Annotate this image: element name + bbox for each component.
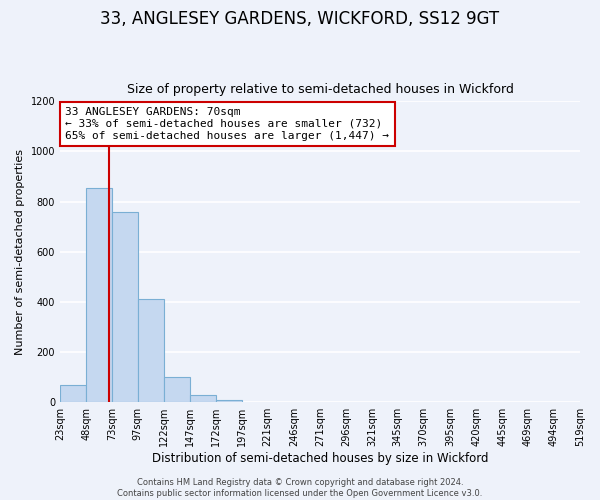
Text: 33, ANGLESEY GARDENS, WICKFORD, SS12 9GT: 33, ANGLESEY GARDENS, WICKFORD, SS12 9GT <box>100 10 500 28</box>
Bar <box>112 212 137 402</box>
X-axis label: Distribution of semi-detached houses by size in Wickford: Distribution of semi-detached houses by … <box>152 452 488 465</box>
Bar <box>216 400 242 402</box>
Bar <box>164 377 190 402</box>
Bar <box>137 300 164 402</box>
Title: Size of property relative to semi-detached houses in Wickford: Size of property relative to semi-detach… <box>127 83 514 96</box>
Text: Contains HM Land Registry data © Crown copyright and database right 2024.
Contai: Contains HM Land Registry data © Crown c… <box>118 478 482 498</box>
Bar <box>190 394 216 402</box>
Text: 33 ANGLESEY GARDENS: 70sqm
← 33% of semi-detached houses are smaller (732)
65% o: 33 ANGLESEY GARDENS: 70sqm ← 33% of semi… <box>65 108 389 140</box>
Bar <box>86 188 112 402</box>
Bar <box>60 384 86 402</box>
Y-axis label: Number of semi-detached properties: Number of semi-detached properties <box>15 149 25 355</box>
